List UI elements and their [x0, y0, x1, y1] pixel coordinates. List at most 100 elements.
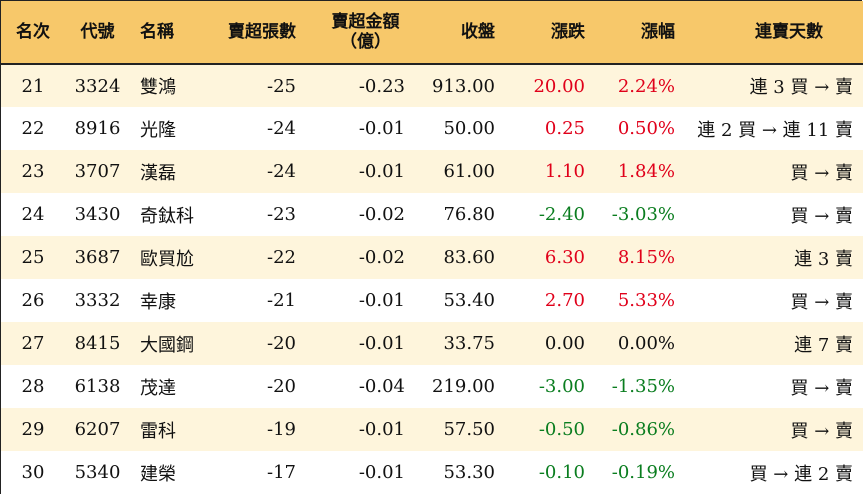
cell-sell-amount: -0.01: [358, 161, 405, 182]
cell-streak: 買 → 賣: [790, 291, 853, 313]
cell-code: 8916: [74, 118, 121, 139]
cell-sell-lots: -21: [267, 290, 296, 311]
cell-close: 57.50: [443, 419, 495, 440]
cell-code: 3324: [74, 75, 121, 97]
cell-rank: 21: [21, 75, 45, 97]
cell-rank: 25: [21, 247, 45, 268]
cell-streak: 連 7 賣: [794, 334, 853, 356]
cell-sell-amount: -0.01: [358, 419, 405, 440]
cell-streak: 連 3 賣: [794, 248, 853, 270]
cell-sell-amount: -0.01: [358, 333, 405, 354]
cell-name: 光隆: [140, 119, 176, 141]
table-body: 21 3324 雙鴻 -25 -0.23 913.00 20.00 2.24% 連 3 買 → …: [1, 64, 863, 494]
cell-change: 20.00: [533, 75, 585, 97]
cell-streak: 買 → 連 2 賣: [749, 463, 853, 485]
cell-close: 53.30: [443, 462, 495, 483]
cell-name: 茂達: [140, 377, 176, 399]
cell-streak: 連 2 買 → 連 11 賣: [697, 119, 853, 141]
cell-rank: 28: [21, 376, 45, 397]
cell-sell-amount: -0.02: [358, 204, 405, 225]
cell-sell-amount: -0.01: [358, 118, 405, 139]
cell-name: 漢磊: [140, 162, 176, 184]
cell-change: 6.30: [544, 247, 585, 268]
table-row: 23 3707 漢磊 -24 -0.01 61.00 1.10 1.84% 買 → 賣: [1, 150, 863, 193]
header-sell-amount-line1: 賣超金額: [331, 12, 400, 32]
cell-change-pct: 1.84%: [617, 161, 675, 182]
header-sell-amount-line2: （億）: [340, 32, 391, 52]
cell-rank: 29: [21, 419, 45, 440]
cell-close: 61.00: [443, 161, 495, 182]
cell-streak: 買 → 賣: [790, 420, 853, 442]
cell-code: 5340: [74, 462, 121, 483]
cell-sell-lots: -23: [267, 204, 296, 225]
cell-streak: 買 → 賣: [790, 205, 853, 227]
cell-close: 913.00: [432, 75, 495, 97]
cell-change: 2.70: [544, 290, 585, 311]
cell-name: 大國鋼: [140, 334, 194, 356]
cell-close: 76.80: [443, 204, 495, 225]
cell-change-pct: -0.19%: [611, 462, 675, 483]
cell-streak: 買 → 賣: [790, 162, 853, 184]
header-name: 名稱: [130, 1, 210, 65]
table-row: 26 3332 幸康 -21 -0.01 53.40 2.70 5.33% 買 → 賣: [1, 279, 863, 322]
cell-sell-lots: -17: [267, 462, 296, 483]
cell-sell-lots: -20: [267, 333, 296, 354]
cell-change-pct: 2.24%: [617, 75, 675, 97]
cell-name: 雷科: [140, 420, 176, 442]
cell-change-pct: -3.03%: [611, 204, 675, 225]
cell-change: -0.50: [538, 419, 585, 440]
cell-close: 53.40: [443, 290, 495, 311]
cell-code: 3707: [74, 161, 121, 182]
header-change-pct: 漲幅: [595, 1, 685, 65]
cell-sell-lots: -22: [267, 247, 296, 268]
cell-change: 1.10: [544, 161, 585, 182]
cell-rank: 27: [21, 333, 45, 354]
cell-sell-lots: -20: [267, 376, 296, 397]
table-row: 25 3687 歐買尬 -22 -0.02 83.60 6.30 8.15% 連 3 賣: [1, 236, 863, 279]
table-row: 22 8916 光隆 -24 -0.01 50.00 0.25 0.50% 連 2 買 → 連 …: [1, 107, 863, 150]
cell-sell-lots: -24: [267, 161, 296, 182]
cell-change-pct: 5.33%: [617, 290, 675, 311]
cell-rank: 23: [21, 161, 45, 182]
cell-sell-amount: -0.01: [358, 462, 405, 483]
table-header-row: 名次 代號 名稱 賣超張數 賣超金額 （億） 收盤 漲跌 漲幅 連賣天數: [1, 1, 863, 65]
cell-change: 0.25: [544, 118, 585, 139]
cell-close: 33.75: [443, 333, 495, 354]
table-row: 28 6138 茂達 -20 -0.04 219.00 -3.00 -1.35% 買 → 賣: [1, 365, 863, 408]
table-row: 29 6207 雷科 -19 -0.01 57.50 -0.50 -0.86% 買 → 賣: [1, 408, 863, 451]
cell-code: 6207: [74, 419, 121, 440]
header-sell-lots: 賣超張數: [210, 1, 306, 65]
cell-code: 3687: [74, 247, 121, 268]
cell-change-pct: 0.50%: [617, 118, 675, 139]
header-close: 收盤: [415, 1, 505, 65]
cell-sell-amount: -0.23: [358, 75, 405, 97]
cell-code: 8415: [74, 333, 121, 354]
table-row: 27 8415 大國鋼 -20 -0.01 33.75 0.00 0.00% 連 7 賣: [1, 322, 863, 365]
cell-name: 雙鴻: [140, 77, 176, 98]
cell-change-pct: 0.00%: [617, 333, 675, 354]
cell-close: 50.00: [443, 118, 495, 139]
cell-change: 0.00: [544, 333, 585, 354]
cell-sell-lots: -24: [267, 118, 296, 139]
cell-change-pct: -1.35%: [611, 376, 675, 397]
cell-change-pct: 8.15%: [617, 247, 675, 268]
cell-close: 219.00: [432, 376, 495, 397]
cell-streak: 連 3 買 → 賣: [749, 77, 853, 98]
cell-code: 3332: [74, 290, 121, 311]
cell-change: -3.00: [538, 376, 585, 397]
cell-change-pct: -0.86%: [611, 419, 675, 440]
cell-rank: 22: [21, 118, 45, 139]
cell-code: 6138: [74, 376, 121, 397]
table-row: 30 5340 建榮 -17 -0.01 53.30 -0.10 -0.19% 買 → 連 2 …: [1, 451, 863, 494]
cell-rank: 24: [21, 204, 45, 225]
cell-sell-lots: -19: [267, 419, 296, 440]
cell-name: 建榮: [140, 463, 176, 485]
cell-change: -0.10: [538, 462, 585, 483]
header-sell-amount: 賣超金額 （億）: [306, 1, 415, 65]
cell-sell-amount: -0.01: [358, 290, 405, 311]
cell-streak: 買 → 賣: [790, 377, 853, 399]
cell-rank: 26: [21, 290, 45, 311]
cell-name: 幸康: [140, 291, 176, 313]
cell-sell-amount: -0.02: [358, 247, 405, 268]
